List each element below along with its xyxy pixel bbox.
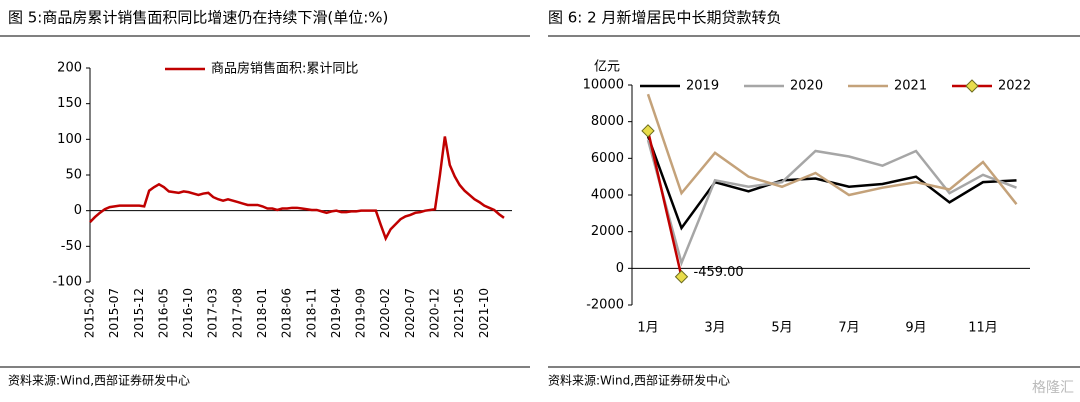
series-line (89, 136, 505, 242)
y-tick-label: 200 (57, 61, 82, 76)
x-tick-label: 2015-02 (83, 288, 97, 338)
x-tick-label: 2017-08 (230, 288, 244, 338)
y-tick-label: 8000 (591, 114, 624, 129)
x-tick-label: 9月 (905, 321, 926, 336)
y-tick-label: -100 (52, 275, 82, 290)
series-line (646, 135, 1017, 231)
y-tick-label: 6000 (591, 151, 624, 166)
legend-marker (965, 79, 979, 93)
legend-label: 2021 (894, 79, 927, 94)
y-tick-label: 2000 (591, 224, 624, 239)
y-tick-label: 100 (57, 132, 82, 147)
data-point (674, 270, 689, 284)
x-tick-label: 2021-10 (477, 288, 491, 338)
y-tick-label: 150 (57, 96, 82, 111)
x-tick-label: 11月 (968, 321, 998, 336)
x-tick-label: 2020-07 (403, 288, 417, 338)
x-tick-label: 2018-11 (304, 288, 318, 338)
x-tick-label: 2017-03 (206, 288, 220, 338)
y-tick-label: -50 (61, 239, 82, 254)
legend-label: 2022 (998, 79, 1031, 94)
data-label: -459.00 (694, 265, 744, 280)
x-tick-label: 2018-01 (255, 288, 269, 338)
x-tick-label: 5月 (771, 321, 792, 336)
series-line (646, 93, 1018, 205)
x-tick-label: 2018-06 (280, 288, 294, 338)
x-tick-label: 2016-05 (156, 288, 170, 338)
y-tick-label: 0 (616, 261, 624, 276)
y-tick-label: 10000 (583, 78, 624, 93)
x-tick-label: 2019-04 (329, 288, 343, 338)
x-tick-label: 3月 (704, 321, 725, 336)
series-line (646, 130, 683, 278)
source-note: 资料来源:Wind,西部证券研发中心 (548, 373, 730, 388)
x-tick-label: 1月 (637, 321, 658, 336)
legend-label: 商品房销售面积:累计同比 (211, 61, 358, 77)
y-tick-label: 0 (74, 203, 82, 218)
legend-label: 2020 (790, 79, 823, 94)
y-tick-label: 50 (65, 168, 82, 183)
y-tick-label: 4000 (591, 188, 624, 203)
watermark: 格隆汇 (1032, 380, 1074, 396)
x-tick-label: 2019-09 (354, 288, 368, 338)
y-axis-label: 亿元 (594, 60, 620, 75)
y-tick-label: -2000 (586, 298, 624, 313)
data-point (641, 124, 655, 138)
series-line (646, 139, 1017, 267)
legend-label: 2019 (686, 79, 719, 94)
x-tick-label: 2015-12 (132, 288, 146, 338)
x-tick-label: 2020-12 (428, 288, 442, 338)
chart-title: 图 5:商品房累计销售面积同比增速仍在持续下滑(单位:%) (8, 9, 388, 27)
x-tick-label: 2015-07 (107, 288, 121, 338)
chart-title: 图 6: 2 月新增居民中长期贷款转负 (548, 9, 781, 27)
x-tick-label: 2021-05 (452, 288, 466, 338)
source-note: 资料来源:Wind,西部证券研发中心 (8, 373, 190, 388)
x-tick-label: 2020-02 (378, 288, 392, 338)
x-tick-label: 7月 (838, 321, 859, 336)
x-tick-label: 2016-10 (181, 288, 195, 338)
